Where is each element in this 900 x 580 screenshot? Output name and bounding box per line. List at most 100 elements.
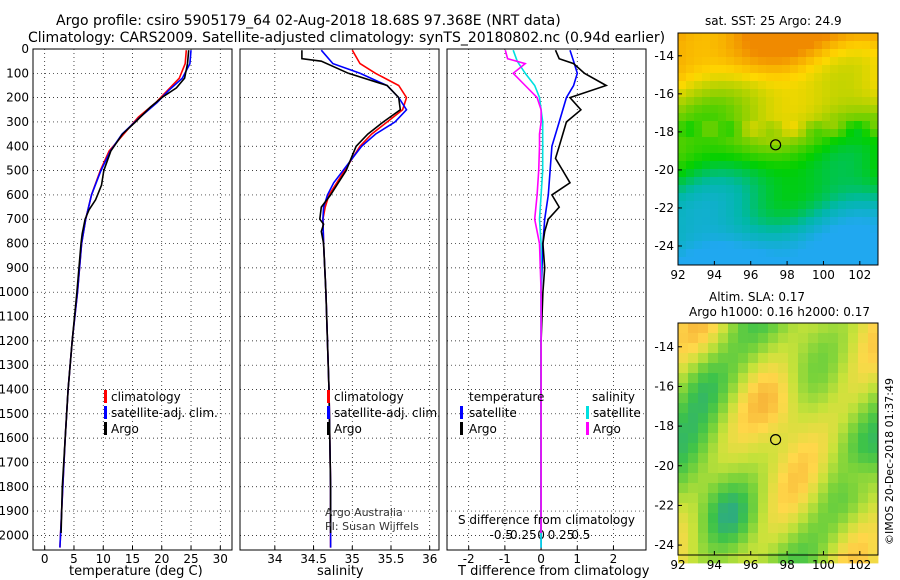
x-tick-label: 36 bbox=[422, 552, 437, 566]
map-cell bbox=[708, 353, 719, 364]
map-cell bbox=[782, 137, 791, 146]
map-cell bbox=[814, 121, 823, 130]
map-cell bbox=[838, 97, 847, 106]
map-cell bbox=[798, 97, 807, 106]
map-cell bbox=[742, 129, 751, 138]
map-cell bbox=[846, 169, 855, 178]
map-cell bbox=[728, 323, 739, 334]
map-cell bbox=[688, 333, 699, 344]
depth-tick-label: 300 bbox=[6, 115, 29, 129]
map-cell bbox=[734, 209, 743, 218]
map-cell bbox=[818, 483, 829, 494]
map-cell bbox=[828, 373, 839, 384]
map-cell bbox=[808, 553, 819, 564]
map-cell bbox=[742, 65, 751, 74]
map-cell bbox=[702, 57, 711, 66]
map-cell bbox=[708, 323, 719, 334]
map-y-tick-label: -24 bbox=[654, 538, 674, 552]
map-cell bbox=[758, 113, 767, 122]
map-cell bbox=[814, 241, 823, 250]
map-cell bbox=[838, 433, 849, 444]
map-cell bbox=[868, 433, 879, 444]
map-cell bbox=[734, 257, 743, 266]
map-cell bbox=[774, 169, 783, 178]
map-cell bbox=[774, 121, 783, 130]
map-cell bbox=[738, 353, 749, 364]
map-cell bbox=[848, 393, 859, 404]
map-cell bbox=[758, 153, 767, 162]
map-cell bbox=[678, 553, 689, 564]
map-cell bbox=[686, 49, 695, 58]
map-cell bbox=[766, 217, 775, 226]
map-cell bbox=[828, 353, 839, 364]
map-y-tick-label: -20 bbox=[654, 163, 674, 177]
map-cell bbox=[766, 137, 775, 146]
map-cell bbox=[710, 193, 719, 202]
map-cell bbox=[846, 193, 855, 202]
map-cell bbox=[848, 443, 859, 454]
depth-tick-label: 0 bbox=[21, 42, 29, 56]
map-cell bbox=[702, 201, 711, 210]
map-cell bbox=[698, 523, 709, 534]
title-line1: Argo profile: csiro 5905179_64 02-Aug-20… bbox=[56, 13, 561, 29]
map-cell bbox=[718, 503, 729, 514]
temperature-series bbox=[59, 50, 192, 548]
map-cell bbox=[790, 57, 799, 66]
map-cell bbox=[698, 413, 709, 424]
map-cell bbox=[846, 233, 855, 242]
map-cell bbox=[768, 483, 779, 494]
map-cell bbox=[798, 453, 809, 464]
map-cell bbox=[718, 193, 727, 202]
map-cell bbox=[798, 145, 807, 154]
map-cell bbox=[718, 113, 727, 122]
map-cell bbox=[858, 533, 869, 544]
map-cell bbox=[870, 113, 879, 122]
legend-swatch-t-argo bbox=[460, 422, 463, 435]
map-cell bbox=[838, 343, 849, 354]
legend-label-argo: Argo bbox=[334, 422, 362, 436]
map-cell bbox=[830, 81, 839, 90]
map-cell bbox=[678, 73, 687, 82]
map-cell bbox=[870, 57, 879, 66]
map-cell bbox=[868, 493, 879, 504]
map-cell bbox=[870, 33, 879, 42]
salinity-panel-frame bbox=[239, 48, 440, 551]
map-cell bbox=[838, 503, 849, 514]
x-tick-label: 15 bbox=[125, 552, 140, 566]
map-cell bbox=[822, 145, 831, 154]
sla-argo-float-marker bbox=[769, 433, 782, 446]
map-cell bbox=[758, 353, 769, 364]
map-cell bbox=[828, 483, 839, 494]
map-cell bbox=[726, 89, 735, 98]
map-cell bbox=[854, 161, 863, 170]
map-cell bbox=[822, 49, 831, 58]
map-x-tick-label: 100 bbox=[812, 558, 835, 572]
map-cell bbox=[742, 73, 751, 82]
map-cell bbox=[848, 533, 859, 544]
map-cell bbox=[870, 185, 879, 194]
map-cell bbox=[698, 423, 709, 434]
map-cell bbox=[694, 89, 703, 98]
map-cell bbox=[788, 373, 799, 384]
map-cell bbox=[734, 65, 743, 74]
map-cell bbox=[750, 185, 759, 194]
map-cell bbox=[788, 553, 799, 564]
map-cell bbox=[774, 185, 783, 194]
map-cell bbox=[808, 503, 819, 514]
map-cell bbox=[742, 33, 751, 42]
map-cell bbox=[858, 323, 869, 334]
map-cell bbox=[854, 137, 863, 146]
map-cell bbox=[822, 201, 831, 210]
map-cell bbox=[822, 129, 831, 138]
map-cell bbox=[694, 209, 703, 218]
map-cell bbox=[742, 41, 751, 50]
map-cell bbox=[798, 257, 807, 266]
map-cell bbox=[698, 443, 709, 454]
map-cell bbox=[782, 121, 791, 130]
map-cell bbox=[854, 193, 863, 202]
legend-swatch-argo bbox=[327, 422, 330, 435]
map-cell bbox=[750, 65, 759, 74]
legend-swatch-s-satellite bbox=[586, 406, 589, 419]
map-cell bbox=[694, 129, 703, 138]
map-cell bbox=[870, 177, 879, 186]
